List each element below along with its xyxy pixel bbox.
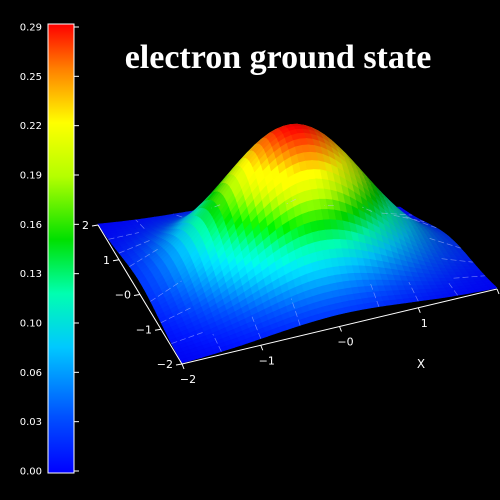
x-axis-ticks: −2−1−012	[180, 288, 500, 386]
floor-grid-line	[408, 281, 419, 302]
floor-grid-line	[173, 213, 183, 218]
y-tick-mark	[91, 224, 99, 227]
floor-grid	[108, 198, 485, 352]
y-tick-mark	[154, 328, 162, 331]
colorbar-gradient	[47, 23, 75, 474]
x-tick-mark	[260, 345, 264, 351]
colorbar-tick-label: 0.19	[20, 171, 42, 182]
floor-grid-line	[212, 333, 222, 352]
floor-grid-line	[135, 219, 145, 229]
colorbar-tick-label: 0.06	[20, 368, 42, 379]
x-tick-label: −2	[180, 373, 196, 386]
x-tick-label: −1	[259, 354, 275, 367]
y-tick-mark	[112, 259, 120, 262]
floor-grid-line	[290, 298, 301, 326]
floor-grid-line	[441, 258, 473, 263]
floor-grid-line	[160, 306, 193, 323]
colorbar-tick-label: 0.29	[20, 23, 42, 34]
floor-grid-line	[108, 232, 139, 240]
floor-grid-line	[393, 214, 425, 222]
floor-grid-line	[150, 280, 182, 302]
floor-grid-line	[362, 206, 372, 212]
x-tick-mark	[339, 326, 342, 332]
colorbar-tick-label: 0.13	[20, 269, 42, 280]
y-tick-mark	[133, 294, 141, 296]
y-tick-label: 1	[103, 254, 110, 267]
floor-grid-line	[429, 238, 461, 249]
y-tick-label: −1	[136, 323, 152, 336]
floor-grid-line	[129, 247, 161, 267]
colorbar: 0.29 0.25 0.22 0.19 0.16 0.13 0.10 0.06 0.03 0.00	[20, 23, 79, 478]
x-tick-mark	[417, 307, 421, 313]
floor-grid-line	[381, 212, 413, 216]
y-tick-label: −0	[115, 289, 131, 302]
surface-patch	[487, 285, 498, 290]
x-axis-label: X	[417, 357, 425, 371]
floor-grid-line	[405, 216, 437, 229]
floor-grid-line	[286, 198, 297, 205]
x-tick-mark	[181, 363, 185, 370]
x-tick-mark	[496, 288, 500, 295]
colorbar-tick-label: 0.03	[20, 417, 42, 428]
chart-title: electron ground state	[125, 39, 432, 76]
floor-grid-line	[369, 281, 380, 307]
y-tick-mark	[175, 363, 183, 366]
colorbar-ticks: 0.29 0.25 0.22 0.19 0.16 0.13 0.10 0.06 0.03 0.00	[20, 23, 79, 478]
colorbar-tick-label: 0.16	[20, 220, 42, 231]
colorbar-tick-label: 0.22	[20, 121, 42, 132]
axes: −2 −1 −0 1 2 −2 −1 −0 1 2 X	[82, 219, 500, 386]
floor-grid-line	[118, 240, 150, 254]
x-tick-label: −0	[337, 336, 353, 349]
colorbar-tick-label: 0.00	[20, 467, 42, 478]
surface-mesh	[97, 123, 498, 364]
y-tick-label: −2	[157, 358, 173, 371]
floor-grid-line	[171, 332, 203, 344]
colorbar-tick-label: 0.10	[20, 319, 42, 330]
floor-grid-line	[211, 204, 221, 209]
y-axis-ticks: −2 −1 −0 1 2	[82, 219, 183, 371]
colorbar-tick-label: 0.25	[20, 72, 42, 83]
floor-grid-line	[447, 281, 458, 296]
floor-grid-line	[251, 316, 262, 339]
y-tick-label: 2	[82, 219, 89, 232]
floor-grid-line	[453, 275, 485, 279]
x-tick-label: 1	[421, 317, 428, 330]
